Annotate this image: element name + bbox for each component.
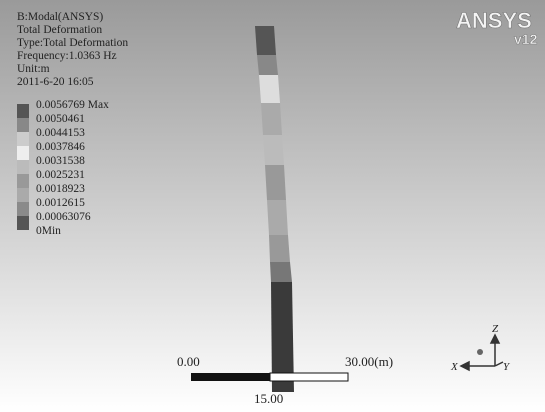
- logo-brand: ANSYS: [456, 8, 532, 33]
- legend-swatch: [17, 118, 29, 132]
- legend-swatch: [17, 160, 29, 174]
- legend-label: 0.0050461: [36, 113, 85, 125]
- triad-label: X: [450, 361, 459, 373]
- legend-label: 0.0031538: [36, 155, 85, 167]
- scale-bar-light: [270, 373, 348, 381]
- header-line: Type:Total Deformation: [17, 37, 128, 49]
- viewport: B:Modal(ANSYS) Total Deformation Type:To…: [0, 0, 545, 412]
- header-line: Frequency:1.0363 Hz: [17, 50, 117, 62]
- header-line: Unit:m: [17, 63, 50, 75]
- legend-swatch: [17, 146, 29, 160]
- scale-label: 30.00(m): [345, 354, 393, 369]
- legend-swatch: [17, 216, 29, 230]
- scale-label: 0.00: [177, 354, 200, 369]
- legend-swatch: [17, 188, 29, 202]
- legend-label: 0.0025231: [36, 169, 85, 181]
- legend-swatch: [17, 104, 29, 118]
- triad-origin: [477, 349, 483, 355]
- page: B:Modal(ANSYS) Total Deformation Type:To…: [0, 0, 545, 412]
- legend-swatch: [17, 174, 29, 188]
- legend-label: 0.0037846: [36, 141, 85, 153]
- legend-swatch: [17, 132, 29, 146]
- legend-swatch: [17, 202, 29, 216]
- header-line: Total Deformation: [17, 24, 102, 36]
- legend-label: 0.0044153: [36, 127, 85, 139]
- legend-label: 0.0018923: [36, 183, 85, 195]
- scale-label: 15.00: [254, 391, 283, 406]
- scale-bar-dark: [191, 373, 270, 381]
- logo-version: v12: [514, 31, 538, 47]
- header-line: B:Modal(ANSYS): [17, 11, 103, 23]
- header-line: 2011-6-20 16:05: [17, 76, 94, 88]
- legend-label: 0.0056769 Max: [36, 99, 109, 111]
- legend-label: 0.00063076: [36, 211, 91, 223]
- legend-label: 0.0012615: [36, 197, 85, 209]
- triad-label: Z: [492, 323, 499, 335]
- legend-label: 0Min: [36, 225, 61, 237]
